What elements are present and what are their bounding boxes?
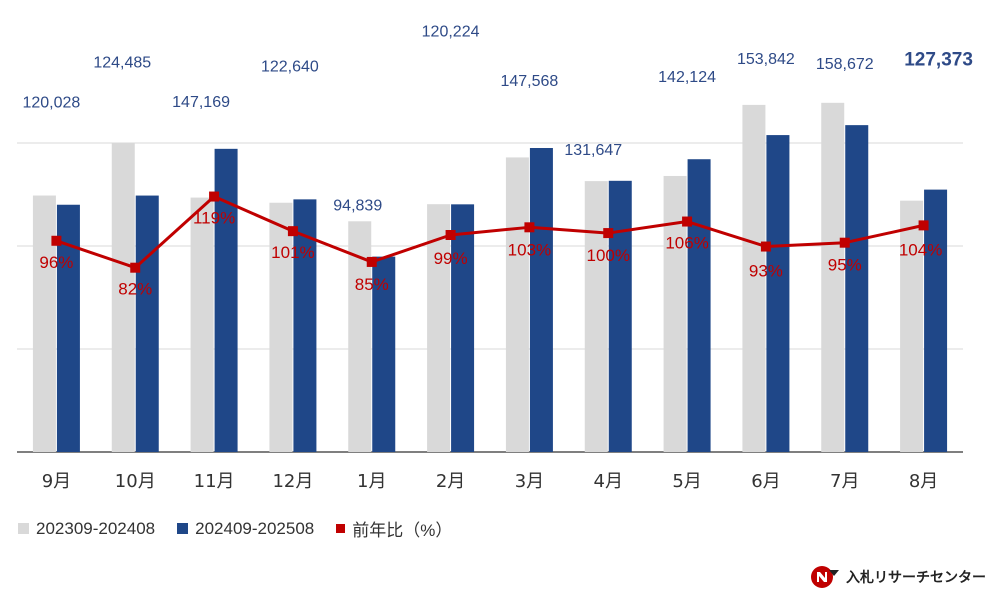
x-tick-label: 11月 [194, 471, 235, 492]
bars [32, 102, 948, 453]
value-label: 158,672 [816, 56, 874, 73]
x-tick-label: 6月 [751, 471, 780, 492]
bar-prev-year [111, 143, 135, 452]
ratio-line [51, 191, 929, 273]
ratio-point [603, 228, 614, 239]
bar-prev-year [269, 202, 293, 452]
legend-swatch-current-year [177, 523, 189, 534]
legend: 202309-202408 202409-202508 前年比（%） [18, 516, 474, 541]
value-label: 127,373 [904, 50, 973, 71]
ratio-label: 103% [508, 240, 551, 259]
ratio-label: 82% [118, 280, 152, 299]
bar-current-year [529, 148, 553, 452]
ratio-point [209, 191, 220, 202]
bar-current-year [608, 180, 632, 452]
bar-prev-year [900, 200, 924, 452]
bar-prev-year [348, 221, 372, 452]
bar-current-year [214, 148, 238, 453]
legend-item-prev-year: 202309-202408 [18, 519, 155, 539]
value-label: 124,485 [93, 55, 151, 72]
ratio-label: 96% [39, 253, 73, 272]
ratio-label: 104% [899, 240, 942, 259]
ratio-label: 99% [434, 249, 468, 268]
bar-current-year [372, 256, 396, 452]
x-tick-label: 8月 [909, 471, 938, 492]
bar-current-year [845, 125, 869, 452]
ratio-point [682, 216, 693, 227]
legend-swatch-ratio [336, 524, 346, 533]
x-tick-label: 5月 [672, 471, 701, 492]
ratio-label: 93% [749, 262, 783, 281]
bar-current-year [293, 199, 317, 452]
x-tick-label: 2月 [436, 471, 465, 492]
ratio-label: 106% [665, 234, 708, 253]
value-label: 147,568 [500, 73, 558, 90]
x-tick-label: 9月 [42, 471, 71, 492]
bar-prev-year [742, 104, 766, 452]
ratio-point [445, 230, 456, 240]
legend-label-ratio: 前年比（%） [352, 521, 453, 540]
legend-label-current-year: 202409-202508 [195, 518, 315, 538]
x-tick-labels: 9月 10月 11月 12月 1月 2月 3月 4月 5月 6月 7月 8月 [42, 471, 939, 492]
ratio-labels: 96% 82% 119% 101% 85% 99% 103% 100% 106% 93% 95% 10… [39, 209, 942, 299]
legend-label-prev-year: 202309-202408 [36, 518, 156, 538]
ratio-label: 85% [355, 275, 389, 294]
bar-current-year [687, 159, 711, 453]
bar-prev-year [821, 102, 845, 452]
ratio-label: 95% [828, 256, 862, 275]
gridlines [17, 142, 963, 453]
value-label: 120,028 [22, 95, 80, 112]
value-labels: 120,028 124,485 147,169 122,640 94,839 120,22… [22, 23, 972, 214]
x-tick-label: 1月 [357, 471, 386, 492]
legend-item-ratio: 前年比（%） [336, 516, 452, 541]
bar-prev-year [505, 157, 529, 453]
legend-item-current-year: 202409-202508 [177, 519, 314, 539]
x-tick-label: 12月 [272, 471, 313, 492]
bar-prev-year [427, 204, 451, 452]
ratio-label: 101% [271, 243, 314, 262]
x-tick-label: 4月 [594, 471, 623, 492]
value-label: 131,647 [564, 142, 622, 159]
ratio-point [760, 241, 771, 252]
ratio-point [51, 235, 62, 246]
x-tick-label: 10月 [115, 471, 156, 492]
bar-prev-year [32, 195, 56, 452]
x-tick-label: 7月 [830, 471, 859, 492]
ratio-label: 100% [587, 246, 630, 265]
ratio-point [366, 256, 377, 267]
value-label: 153,842 [737, 51, 795, 68]
bar-current-year [56, 204, 80, 452]
ratio-point [524, 222, 535, 233]
bar-prev-year [584, 181, 608, 453]
bar-current-year [451, 204, 475, 452]
x-tick-label: 3月 [515, 471, 544, 492]
ratio-point [918, 220, 929, 231]
value-label: 147,169 [172, 94, 230, 111]
value-label: 120,224 [422, 23, 480, 40]
ratio-line-path [55, 195, 924, 270]
bar-current-year [766, 135, 790, 452]
ratio-point [130, 262, 141, 273]
legend-swatch-prev-year [18, 523, 29, 534]
bar-current-year [135, 195, 159, 452]
value-label: 122,640 [261, 58, 319, 75]
ratio-point [839, 237, 850, 248]
value-label: 142,124 [658, 69, 716, 86]
bar-prev-year [663, 175, 687, 452]
bar-current-year [924, 189, 948, 452]
value-label: 94,839 [333, 198, 382, 215]
brand-icon [811, 566, 839, 588]
bar-prev-year [190, 197, 214, 452]
ratio-label: 119% [193, 209, 235, 228]
ratio-point [287, 226, 298, 237]
brand-logo: 入札リサーチセンター [810, 565, 986, 589]
brand-name: 入札リサーチセンター [846, 570, 986, 586]
